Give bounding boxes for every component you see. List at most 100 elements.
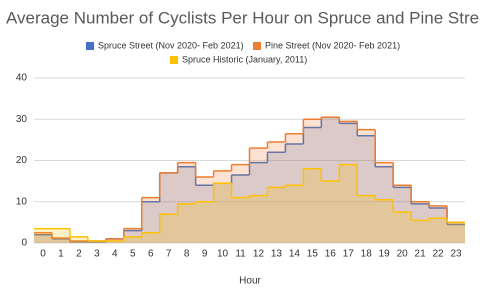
area-step: [267, 152, 286, 243]
area-step: [429, 205, 448, 243]
legend-swatch: [253, 42, 261, 50]
area-step: [447, 222, 465, 243]
area-step: [285, 144, 304, 243]
legend-label: Spruce Street (Nov 2020- Feb 2021): [98, 40, 244, 50]
x-tick-label: 18: [361, 249, 373, 260]
area-step: [339, 121, 358, 243]
area-step: [159, 172, 178, 243]
area-step: [321, 181, 340, 243]
area-step: [159, 214, 178, 243]
y-tick-label: 30: [16, 114, 28, 125]
area-step: [393, 185, 412, 243]
area-step: [303, 168, 322, 243]
area-step: [123, 228, 142, 243]
x-tick-label: 19: [379, 249, 391, 260]
x-axis-label: Hour: [239, 276, 261, 287]
x-tick-label: 16: [325, 249, 337, 260]
area-step: [447, 222, 465, 243]
area-step: [177, 203, 196, 243]
area-step: [87, 240, 106, 243]
area-step: [375, 162, 394, 243]
x-tick-label: 12: [253, 249, 265, 260]
area-step: [249, 162, 268, 243]
x-tick-label: 22: [433, 249, 445, 260]
area-step: [429, 207, 448, 243]
x-tick-label: 4: [112, 249, 118, 260]
area-step: [429, 218, 448, 243]
y-tick-label: 0: [21, 238, 27, 249]
x-tick-label: 10: [217, 249, 229, 260]
area-step: [213, 183, 232, 243]
x-tick-label: 20: [397, 249, 409, 260]
area-step: [105, 240, 124, 243]
area-step: [231, 164, 250, 243]
x-tick-label: 9: [202, 249, 208, 260]
area-step: [51, 238, 70, 243]
y-tick-label: 40: [16, 73, 28, 84]
x-tick-label: 6: [148, 249, 154, 260]
area-step: [285, 133, 304, 243]
area-step: [34, 232, 52, 243]
legend-label: Spruce Historic (January, 2011): [182, 54, 307, 64]
area-step: [195, 201, 214, 243]
x-tick-label: 2: [76, 249, 82, 260]
area-step: [267, 141, 286, 243]
area-step: [411, 220, 430, 243]
x-tick-label: 23: [450, 249, 462, 260]
x-tick-label: 7: [166, 249, 172, 260]
area-step: [177, 162, 196, 243]
area-step: [339, 123, 358, 243]
area-step: [177, 166, 196, 243]
area-step: [195, 177, 214, 243]
area-step: [51, 228, 70, 243]
area-step: [411, 201, 430, 243]
area-step: [34, 228, 52, 243]
area-step: [213, 183, 232, 243]
x-tick-label: 13: [271, 249, 283, 260]
y-tick-label: 10: [16, 196, 28, 207]
area-step: [303, 119, 322, 243]
area-step: [51, 238, 70, 243]
area-step: [267, 187, 286, 243]
x-tick-label: 21: [415, 249, 427, 260]
area-step: [375, 199, 394, 243]
area-step: [393, 212, 412, 243]
y-tick-label: 20: [16, 155, 28, 166]
area-step: [159, 172, 178, 243]
x-tick-label: 11: [235, 249, 246, 260]
legend-swatch: [86, 42, 94, 50]
area-step: [447, 224, 465, 243]
area-step: [357, 195, 376, 243]
area-step: [141, 197, 160, 243]
area-step: [231, 174, 250, 243]
area-step: [69, 236, 88, 243]
area-step: [357, 135, 376, 243]
area-step: [249, 195, 268, 243]
x-tick-label: 5: [130, 249, 136, 260]
area-step: [375, 166, 394, 243]
area-step: [34, 234, 52, 243]
x-tick-label: 0: [40, 249, 46, 260]
area-step: [69, 240, 88, 243]
x-tick-label: 15: [307, 249, 319, 260]
area-step: [393, 187, 412, 243]
area-step: [339, 164, 358, 243]
area-step: [87, 240, 106, 243]
area-step: [141, 232, 160, 243]
area-step: [231, 197, 250, 243]
x-tick-label: 17: [343, 249, 355, 260]
chart-title: Average Number of Cyclists Per Hour on S…: [6, 8, 480, 27]
area-step: [321, 117, 340, 243]
area-step: [411, 203, 430, 243]
area-step: [213, 170, 232, 243]
area-step: [285, 185, 304, 243]
x-tick-label: 3: [94, 249, 100, 260]
legend-swatch: [170, 56, 178, 64]
x-tick-label: 14: [289, 249, 301, 260]
x-tick-label: 8: [184, 249, 190, 260]
area-step: [357, 129, 376, 243]
area-step: [321, 117, 340, 243]
area-step: [303, 127, 322, 243]
area-step: [195, 185, 214, 243]
